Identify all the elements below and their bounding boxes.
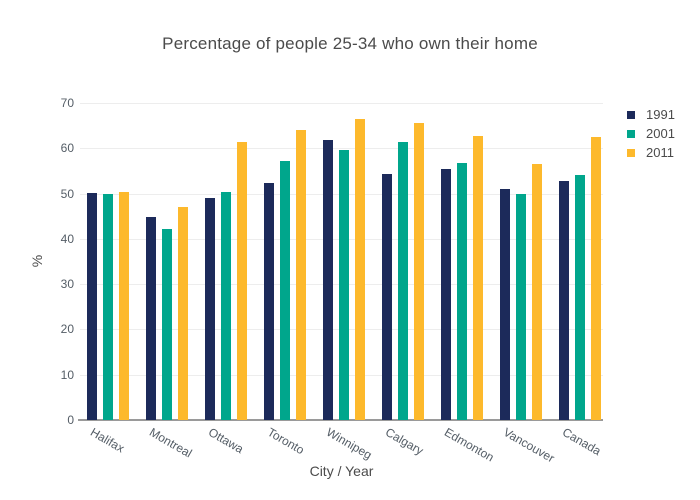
bar-ottawa-2011 <box>237 142 247 420</box>
y-tick-label-10: 10 <box>60 368 74 382</box>
x-tick-label-montreal: Montreal <box>147 425 195 461</box>
legend-item-1991[interactable]: 1991 <box>627 105 675 124</box>
y-tick-label-0: 0 <box>67 413 74 427</box>
x-tick-label-winnipeg: Winnipeg <box>324 425 375 463</box>
legend-label-2001: 2001 <box>646 126 675 141</box>
y-tick-label-50: 50 <box>60 187 74 201</box>
gridline-70 <box>80 103 603 104</box>
bar-montreal-2001 <box>162 229 172 420</box>
x-tick-label-halifax: Halifax <box>88 425 127 456</box>
bar-halifax-2011 <box>119 192 129 420</box>
bar-edmonton-2001 <box>457 163 467 420</box>
bar-canada-2001 <box>575 175 585 420</box>
bar-halifax-2001 <box>103 194 113 420</box>
legend: 1991 2001 2011 <box>627 105 675 162</box>
bar-winnipeg-2001 <box>339 150 349 420</box>
bar-calgary-2011 <box>414 123 424 420</box>
chart-title: Percentage of people 25-34 who own their… <box>162 34 538 53</box>
bar-calgary-1991 <box>382 174 392 420</box>
bar-halifax-1991 <box>87 193 97 420</box>
bar-toronto-1991 <box>264 183 274 420</box>
legend-swatch-2001 <box>627 129 635 138</box>
legend-label-1991: 1991 <box>646 107 675 122</box>
legend-item-2001[interactable]: 2001 <box>627 124 675 143</box>
bar-canada-2011 <box>591 137 601 420</box>
bar-edmonton-2011 <box>473 136 483 420</box>
x-tick-label-canada: Canada <box>560 425 604 459</box>
bar-montreal-2011 <box>178 207 188 420</box>
y-tick-label-20: 20 <box>60 322 74 336</box>
x-axis-title: City / Year <box>309 463 374 479</box>
bar-ottawa-1991 <box>205 198 215 420</box>
x-tick-label-vancouver: Vancouver <box>501 425 557 466</box>
bar-toronto-2001 <box>280 161 290 420</box>
x-tick-label-toronto: Toronto <box>265 425 307 458</box>
bar-edmonton-1991 <box>441 169 451 420</box>
x-tick-label-calgary: Calgary <box>383 425 426 458</box>
bar-canada-1991 <box>559 181 569 420</box>
bar-winnipeg-1991 <box>323 140 333 420</box>
legend-label-2011: 2011 <box>646 145 674 160</box>
bar-vancouver-2001 <box>516 194 526 420</box>
bar-toronto-2011 <box>296 130 306 420</box>
y-tick-label-70: 70 <box>60 96 74 110</box>
bar-vancouver-1991 <box>500 189 510 420</box>
gridline-60 <box>80 148 603 149</box>
bar-vancouver-2011 <box>532 164 542 420</box>
bar-winnipeg-2011 <box>355 119 365 420</box>
y-tick-label-40: 40 <box>60 232 74 246</box>
legend-swatch-2011 <box>627 148 635 157</box>
legend-swatch-1991 <box>627 110 635 119</box>
bar-montreal-1991 <box>146 217 156 420</box>
x-tick-label-edmonton: Edmonton <box>442 425 497 465</box>
x-axis-line <box>78 419 603 421</box>
bar-ottawa-2001 <box>221 192 231 420</box>
y-axis-title: % <box>29 254 45 268</box>
y-tick-label-60: 60 <box>60 141 74 155</box>
y-tick-label-30: 30 <box>60 277 74 291</box>
bar-calgary-2001 <box>398 142 408 420</box>
x-tick-label-ottawa: Ottawa <box>206 425 246 457</box>
legend-item-2011[interactable]: 2011 <box>627 143 675 162</box>
